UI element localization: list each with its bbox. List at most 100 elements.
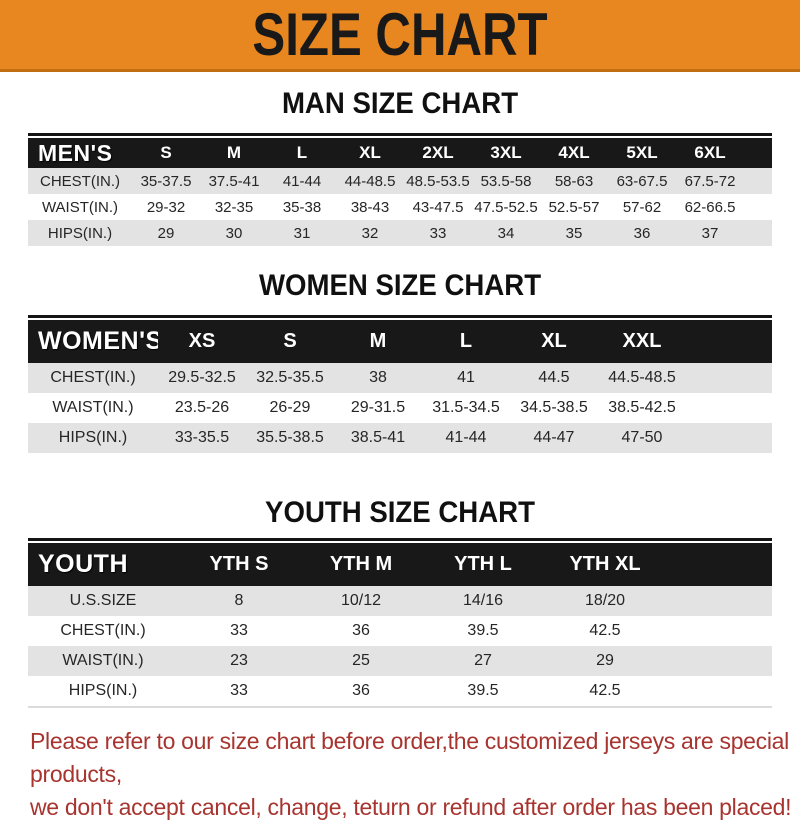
row-filler-cell — [686, 393, 772, 423]
measurement-label: CHEST(IN.) — [28, 168, 132, 194]
size-column-header: 5XL — [608, 138, 676, 168]
header-filler-cell — [686, 320, 772, 363]
size-value-cell: 31.5-34.5 — [422, 393, 510, 423]
size-value-cell: 58-63 — [540, 168, 608, 194]
size-value-cell: 38-43 — [336, 194, 404, 220]
size-value-cell: 29 — [132, 220, 200, 246]
size-column-header: M — [200, 138, 268, 168]
size-value-cell: 32 — [336, 220, 404, 246]
size-value-cell: 48.5-53.5 — [404, 168, 472, 194]
size-value-cell: 37 — [676, 220, 744, 246]
footer-disclaimer-line1: Please refer to our size chart before or… — [30, 728, 789, 787]
size-value-cell: 34 — [472, 220, 540, 246]
size-value-cell: 29.5-32.5 — [158, 363, 246, 393]
table-row: CHEST(IN.) 29.5-32.5 32.5-35.5 38 41 44.5 44.5… — [28, 363, 772, 393]
measurement-label: WAIST(IN.) — [28, 194, 132, 220]
size-column-header: S — [132, 138, 200, 168]
size-column-header: XS — [158, 320, 246, 363]
table-row: WAIST(IN.) 23.5-26 26-29 29-31.5 31.5-34.5 34… — [28, 393, 772, 423]
size-column-header: S — [246, 320, 334, 363]
size-value-cell: 23.5-26 — [158, 393, 246, 423]
size-value-cell: 32-35 — [200, 194, 268, 220]
size-column-header: XL — [510, 320, 598, 363]
row-filler-cell — [686, 363, 772, 393]
size-column-header: YTH S — [178, 543, 300, 586]
table-row: CHEST(IN.) 35-37.5 37.5-41 41-44 44-48.5 48.5… — [28, 168, 772, 194]
size-value-cell: 44-48.5 — [336, 168, 404, 194]
banner-title: SIZE CHART — [252, 0, 548, 68]
size-value-cell: 18/20 — [544, 586, 666, 616]
size-value-cell: 35.5-38.5 — [246, 423, 334, 453]
size-chart-banner: SIZE CHART — [0, 0, 800, 72]
size-value-cell: 14/16 — [422, 586, 544, 616]
size-value-cell: 35-37.5 — [132, 168, 200, 194]
size-value-cell: 33 — [178, 616, 300, 646]
size-value-cell: 32.5-35.5 — [246, 363, 334, 393]
size-value-cell: 36 — [300, 616, 422, 646]
size-value-cell: 25 — [300, 646, 422, 676]
size-value-cell: 47-50 — [598, 423, 686, 453]
men-size-table: MEN'S S M L XL 2XL 3XL 4XL 5XL 6XL CHEST(IN.) 35-37… — [28, 133, 772, 246]
women-size-table: WOMEN'S XS S M L XL XXL CHEST(IN.) 29.5-32.5 32.5… — [28, 315, 772, 453]
man-section-heading: MAN SIZE CHART — [281, 87, 519, 120]
size-value-cell: 36 — [300, 676, 422, 706]
table-row: HIPS(IN.) 33 36 39.5 42.5 — [28, 676, 772, 706]
header-filler-cell — [744, 138, 772, 168]
size-value-cell: 44.5-48.5 — [598, 363, 686, 393]
table-row: U.S.SIZE 8 10/12 14/16 18/20 — [28, 586, 772, 616]
size-value-cell: 26-29 — [246, 393, 334, 423]
size-value-cell: 31 — [268, 220, 336, 246]
size-value-cell: 10/12 — [300, 586, 422, 616]
measurement-label: WAIST(IN.) — [28, 646, 178, 676]
size-value-cell: 42.5 — [544, 676, 666, 706]
table-row: CHEST(IN.) 33 36 39.5 42.5 — [28, 616, 772, 646]
row-filler-cell — [666, 646, 772, 676]
size-value-cell: 29-31.5 — [334, 393, 422, 423]
measurement-label: WAIST(IN.) — [28, 393, 158, 423]
row-filler-cell — [744, 194, 772, 220]
size-value-cell: 35-38 — [268, 194, 336, 220]
women-section-heading: WOMEN SIZE CHART — [258, 269, 542, 302]
measurement-label: U.S.SIZE — [28, 586, 178, 616]
measurement-label: CHEST(IN.) — [28, 616, 178, 646]
row-filler-cell — [686, 423, 772, 453]
size-value-cell: 39.5 — [422, 616, 544, 646]
size-value-cell: 29-32 — [132, 194, 200, 220]
measurement-label: HIPS(IN.) — [28, 676, 178, 706]
size-value-cell: 38.5-42.5 — [598, 393, 686, 423]
table-row: HIPS(IN.) 29 30 31 32 33 34 35 36 37 — [28, 220, 772, 246]
measurement-label: CHEST(IN.) — [28, 363, 158, 393]
footer-disclaimer-line2: we don't accept cancel, change, teturn o… — [30, 794, 792, 820]
youth-section-heading: YOUTH SIZE CHART — [265, 496, 535, 529]
size-column-header: XXL — [598, 320, 686, 363]
table-header-row: MEN'S S M L XL 2XL 3XL 4XL 5XL 6XL — [28, 138, 772, 168]
size-value-cell: 38 — [334, 363, 422, 393]
row-filler-cell — [744, 168, 772, 194]
size-value-cell: 35 — [540, 220, 608, 246]
table-group-label: YOUTH — [28, 543, 178, 586]
table-row: WAIST(IN.) 23 25 27 29 — [28, 646, 772, 676]
size-value-cell: 57-62 — [608, 194, 676, 220]
size-value-cell: 33 — [178, 676, 300, 706]
size-value-cell: 52.5-57 — [540, 194, 608, 220]
size-column-header: 2XL — [404, 138, 472, 168]
table-group-label: WOMEN'S — [28, 320, 158, 363]
size-value-cell: 62-66.5 — [676, 194, 744, 220]
row-filler-cell — [666, 586, 772, 616]
size-value-cell: 53.5-58 — [472, 168, 540, 194]
size-column-header: YTH XL — [544, 543, 666, 586]
size-column-header: 6XL — [676, 138, 744, 168]
size-value-cell: 27 — [422, 646, 544, 676]
measurement-label: HIPS(IN.) — [28, 423, 158, 453]
size-value-cell: 63-67.5 — [608, 168, 676, 194]
table-header-row: WOMEN'S XS S M L XL XXL — [28, 320, 772, 363]
size-value-cell: 23 — [178, 646, 300, 676]
row-filler-cell — [666, 616, 772, 646]
table-row: HIPS(IN.) 33-35.5 35.5-38.5 38.5-41 41-44 44-… — [28, 423, 772, 453]
size-value-cell: 29 — [544, 646, 666, 676]
size-column-header: M — [334, 320, 422, 363]
size-value-cell: 36 — [608, 220, 676, 246]
size-column-header: L — [422, 320, 510, 363]
size-value-cell: 37.5-41 — [200, 168, 268, 194]
size-value-cell: 33 — [404, 220, 472, 246]
